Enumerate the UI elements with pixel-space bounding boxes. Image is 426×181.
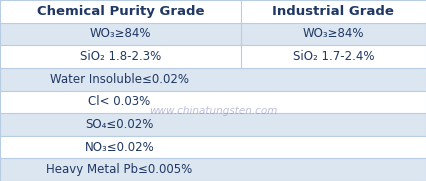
- Text: SiO₂ 1.8-2.3%: SiO₂ 1.8-2.3%: [80, 50, 161, 63]
- Text: NO₃≤0.02%: NO₃≤0.02%: [84, 141, 154, 153]
- Bar: [0, 23, 426, 45]
- Text: Industrial Grade: Industrial Grade: [272, 5, 394, 18]
- Bar: [0, 136, 426, 158]
- Text: Heavy Metal Pb≤0.005%: Heavy Metal Pb≤0.005%: [46, 163, 193, 176]
- Text: Cl< 0.03%: Cl< 0.03%: [88, 95, 150, 108]
- Bar: [0, 68, 426, 90]
- Bar: [0, 90, 426, 113]
- Text: Water Insoluble≤0.02%: Water Insoluble≤0.02%: [50, 73, 189, 86]
- Text: SO₄≤0.02%: SO₄≤0.02%: [85, 118, 153, 131]
- Bar: [0, 158, 426, 181]
- Bar: [0, 0, 426, 23]
- Text: Chemical Purity Grade: Chemical Purity Grade: [37, 5, 204, 18]
- Bar: [0, 113, 426, 136]
- Text: www.chinatungsten.com: www.chinatungsten.com: [149, 106, 277, 116]
- Bar: [0, 45, 426, 68]
- Text: WO₃≥84%: WO₃≥84%: [89, 28, 151, 40]
- Text: SiO₂ 1.7-2.4%: SiO₂ 1.7-2.4%: [293, 50, 374, 63]
- Text: WO₃≥84%: WO₃≥84%: [302, 28, 364, 40]
